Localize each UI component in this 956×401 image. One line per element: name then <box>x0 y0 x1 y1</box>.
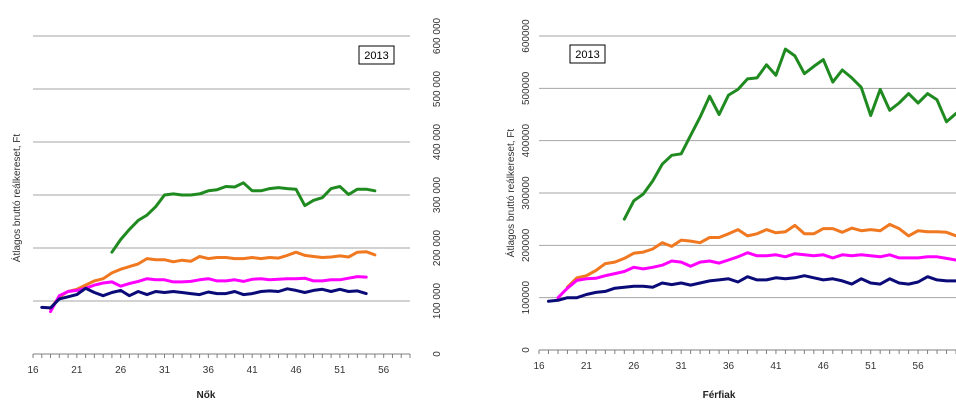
x-tick-label: 51 <box>334 365 346 376</box>
series-lines <box>547 47 956 303</box>
x-tick-label: 31 <box>159 365 171 376</box>
y-tick-label: 400000 <box>521 124 532 158</box>
grid-lines <box>539 35 956 299</box>
series-line-3 <box>547 274 956 303</box>
x-tick-label: 51 <box>865 361 877 372</box>
y-tick-label: 100 000 <box>432 282 443 319</box>
axes <box>32 353 411 358</box>
y-tick-label: 0 <box>521 347 532 353</box>
y-tick-label: 200 000 <box>432 229 443 266</box>
y-axis-label: Átlagos bruttó reálkereset, Ft <box>504 129 517 258</box>
y-tick-label: 600000 <box>521 19 532 53</box>
y-tick-label: 300000 <box>521 176 532 210</box>
series-line-2 <box>49 275 368 314</box>
year-annotation: 2013 <box>364 50 388 62</box>
series-lines <box>40 181 377 314</box>
year-annotation: 2013 <box>575 49 599 61</box>
x-tick-label: 21 <box>581 361 593 372</box>
x-tick-label: 21 <box>71 365 83 376</box>
y-tick-label: 500 000 <box>432 70 443 107</box>
x-tick-label: 16 <box>27 365 39 376</box>
x-tick-label: 26 <box>628 361 640 372</box>
grid-lines <box>33 35 410 302</box>
x-tick-label: 46 <box>818 361 830 372</box>
x-tick-label: 56 <box>378 365 390 376</box>
x-tick-label: 31 <box>676 361 688 372</box>
x-tick-label: 41 <box>770 361 782 372</box>
y-axis-label: Átlagos bruttó reálkereset, Ft <box>10 134 23 263</box>
y-tick-label: 300 000 <box>432 176 443 213</box>
y-tick-label: 400 000 <box>432 123 443 160</box>
series-line-1 <box>565 222 956 289</box>
series-line-2 <box>556 251 956 300</box>
x-tick-label: 46 <box>290 365 302 376</box>
y-tick-label: 600 000 <box>432 17 443 54</box>
x-tick-label: 56 <box>913 361 925 372</box>
tick-labels: 0 100000 200000 300000 400000 500000 600000 16 2… <box>521 19 924 372</box>
y-tick-label: 200000 <box>521 228 532 262</box>
y-tick-label: 100000 <box>521 281 532 315</box>
x-tick-label: 26 <box>115 365 127 376</box>
x-tick-label: 16 <box>533 361 545 372</box>
tick-labels: 0 100 000 200 000 300 000 400 000 500 000 600 … <box>27 17 443 376</box>
series-line-0 <box>110 181 377 254</box>
x-tick-label: 41 <box>247 365 259 376</box>
x-axis-label: Nők <box>197 390 216 401</box>
series-line-3 <box>40 286 368 310</box>
series-line-1 <box>49 250 377 311</box>
x-tick-label: 36 <box>203 365 215 376</box>
series-line-0 <box>622 47 956 221</box>
x-axis-label: Férfiak <box>703 390 736 401</box>
chart-men: 0 100000 200000 300000 400000 500000 600000 16 2… <box>504 19 956 401</box>
year-annotation-box <box>358 45 395 65</box>
x-tick-label: 36 <box>723 361 735 372</box>
year-annotation-box <box>569 44 606 64</box>
chart-women: 0 100 000 200 000 300 000 400 000 500 000 600 … <box>10 17 443 401</box>
axes <box>538 349 956 354</box>
y-tick-label: 500000 <box>521 71 532 105</box>
y-tick-label: 0 <box>432 351 443 357</box>
